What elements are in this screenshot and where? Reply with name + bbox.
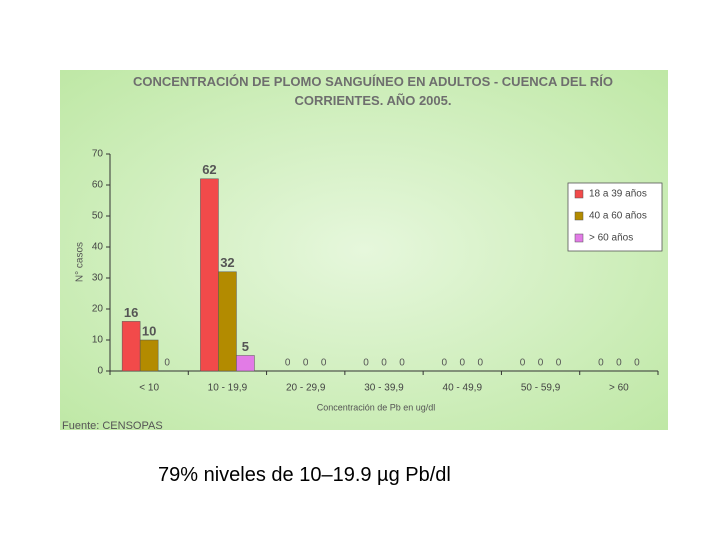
y-tick-label: 20 [92, 304, 104, 315]
bar [200, 178, 219, 372]
chart-title: CONCENTRACIÓN DE PLOMO SANGUÍNEO EN ADUL… [132, 74, 614, 108]
data-label: 0 [460, 358, 466, 369]
data-label: 0 [556, 358, 562, 369]
y-tick-label: 40 [92, 242, 104, 253]
x-tick-label: 30 - 39,9 [364, 383, 404, 394]
y-tick-label: 50 [92, 211, 104, 222]
data-label: 0 [520, 358, 526, 369]
data-label: 32 [220, 255, 234, 270]
x-tick-label: 10 - 19,9 [208, 383, 248, 394]
source: Fuente: CENSOPAS [62, 420, 163, 432]
bar [139, 339, 159, 372]
data-label: 0 [164, 358, 170, 369]
x-tick-label: 20 - 29,9 [286, 383, 326, 394]
data-label: 0 [442, 358, 448, 369]
legend-label: 18 a 39 años [589, 189, 647, 200]
legend-swatch [574, 233, 584, 243]
y-tick-label: 30 [92, 273, 104, 284]
caption: 79% niveles de 10–19.9 µg Pb/dl [158, 464, 451, 486]
x-axis-title: Concentración de Pb en ug/dl [317, 402, 436, 412]
data-label: 0 [285, 358, 291, 369]
bar [121, 321, 141, 372]
data-label: 62 [202, 162, 216, 177]
chart-panel [60, 70, 668, 430]
data-label: 0 [363, 358, 369, 369]
y-tick-label: 70 [92, 149, 104, 160]
bar [218, 271, 237, 372]
bar [236, 355, 255, 372]
y-tick-label: 10 [92, 335, 104, 346]
legend-label: 40 a 60 años [589, 211, 647, 222]
data-label: 0 [381, 358, 387, 369]
y-axis-title: N° casos [75, 242, 86, 282]
data-label: 16 [124, 305, 138, 320]
data-label: 0 [303, 358, 309, 369]
legend-swatch [574, 189, 584, 199]
data-label: 0 [321, 358, 327, 369]
y-tick-label: 0 [97, 366, 103, 377]
data-label: 0 [399, 358, 405, 369]
legend-label: > 60 años [589, 233, 633, 244]
data-label: 10 [142, 323, 156, 338]
data-label: 0 [634, 358, 640, 369]
x-tick-label: 50 - 59,9 [521, 383, 561, 394]
legend-swatch [574, 211, 584, 221]
data-label: 0 [616, 358, 622, 369]
legend-box [567, 182, 663, 252]
data-label: 0 [538, 358, 544, 369]
x-tick-label: > 60 [609, 383, 629, 394]
x-tick-label: 40 - 49,9 [443, 383, 483, 394]
y-tick-label: 60 [92, 180, 104, 191]
data-label: 0 [478, 358, 484, 369]
x-tick-label: < 10 [139, 383, 159, 394]
data-label: 5 [242, 339, 249, 354]
data-label: 0 [598, 358, 604, 369]
